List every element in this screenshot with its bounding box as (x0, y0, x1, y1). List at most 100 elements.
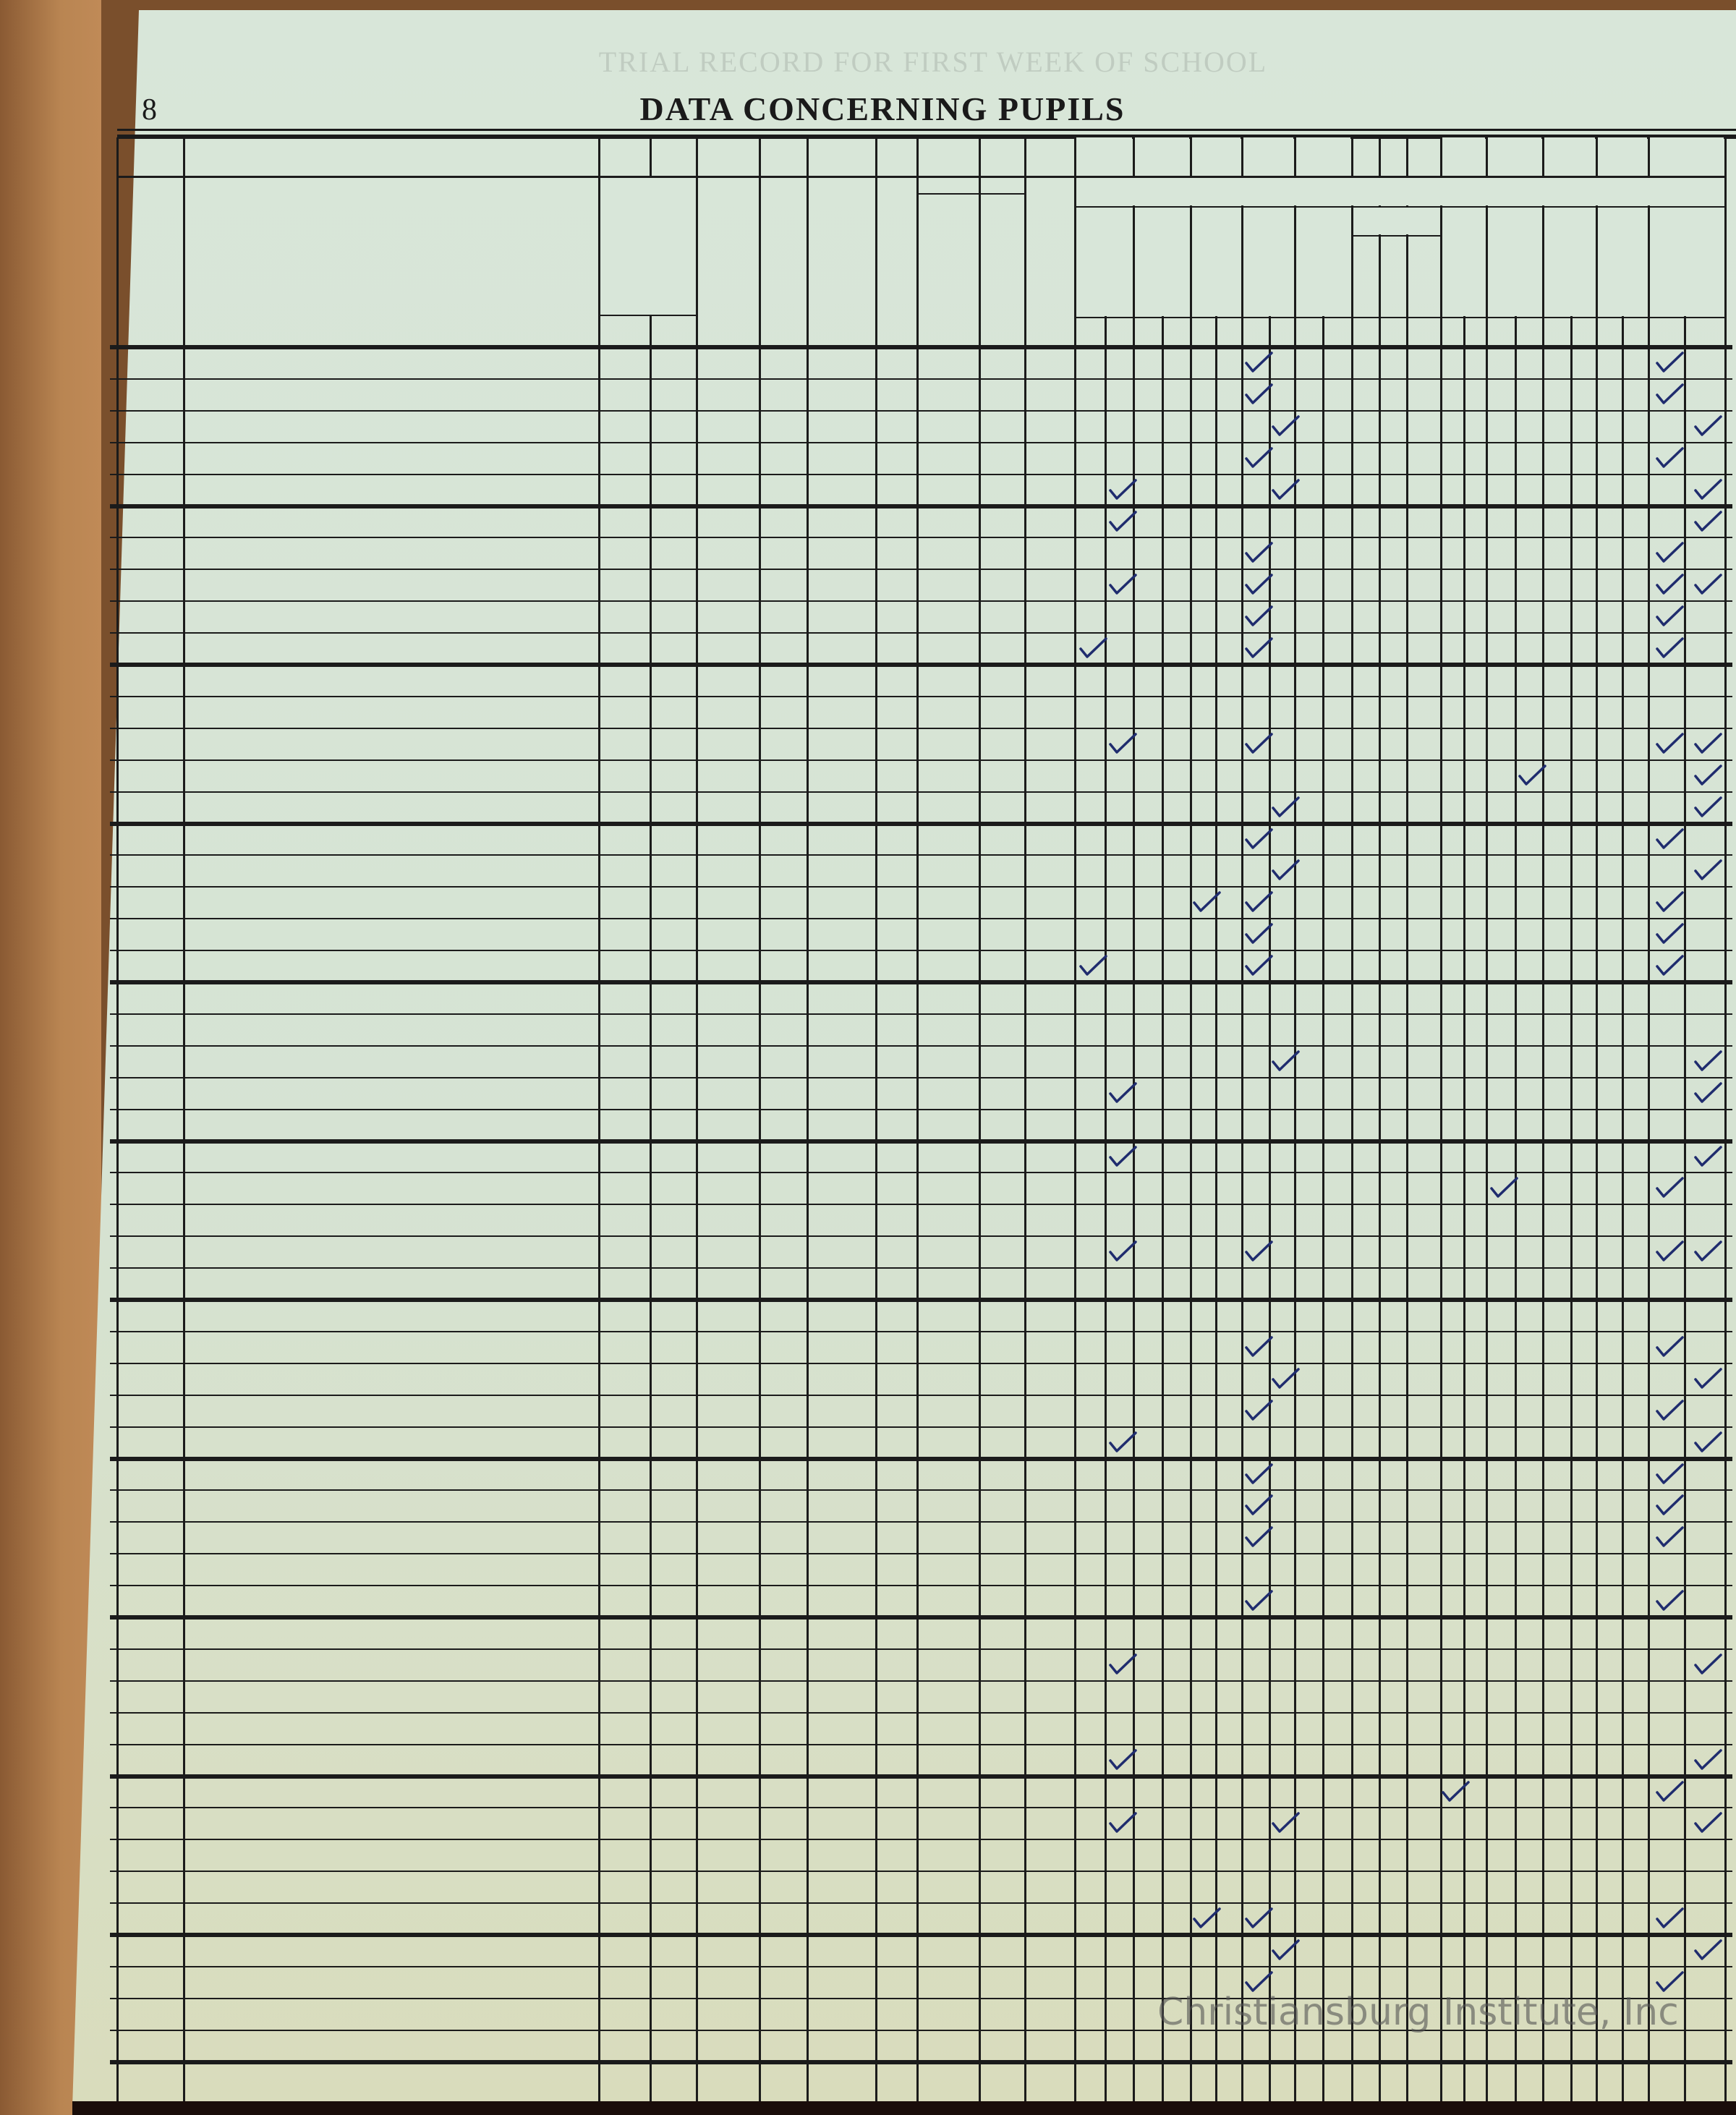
check-mark-icon (1108, 1143, 1137, 1167)
check-mark-icon (1655, 1238, 1684, 1262)
check-mark-icon (1271, 1936, 1300, 1961)
column-number (599, 137, 650, 176)
group-rule (1294, 137, 1296, 176)
check-mark-icon (1518, 762, 1546, 786)
check-mark-icon (1108, 508, 1137, 532)
sub-label (1685, 317, 1725, 347)
group-mask (1650, 137, 1724, 316)
row-rule (110, 1076, 1732, 1078)
ledger-page (72, 10, 1736, 2108)
column-rule (696, 137, 698, 2101)
group-mask (1243, 137, 1293, 316)
check-mark-icon (1655, 1460, 1684, 1485)
retained-label (155, 183, 176, 291)
table-top-rule (117, 135, 1736, 139)
column-number (184, 137, 599, 176)
check-mark-icon (1693, 571, 1722, 595)
check-mark-icon (1271, 1047, 1300, 1072)
check-mark-icon (1244, 1491, 1273, 1516)
column-label-ears (1133, 209, 1191, 312)
column-number (1295, 137, 1352, 176)
column-rule (1241, 137, 1243, 2101)
col3-4-rule (650, 317, 652, 2101)
sub-label (1162, 317, 1191, 347)
mf-rule (599, 315, 697, 316)
row-rule (110, 537, 1732, 539)
row-rule (110, 1585, 1732, 1587)
column-rule (1215, 137, 1217, 2101)
row-rule (110, 1362, 1732, 1364)
non-resident-header (876, 182, 917, 339)
legal-texts-header (1025, 182, 1075, 343)
row-rule (110, 1774, 1732, 1779)
check-mark-icon (1655, 1523, 1684, 1548)
row-rule (110, 1426, 1732, 1428)
row-rule (110, 791, 1732, 793)
check-mark-icon (1655, 571, 1684, 595)
totals-23C (1685, 2065, 1725, 2101)
column-number (1191, 137, 1242, 176)
column-number (1075, 137, 1133, 176)
column-number (876, 137, 917, 176)
row-rule (110, 1044, 1732, 1047)
check-mark-icon (1108, 1079, 1137, 1104)
totals-13D (1191, 2065, 1216, 2101)
column-number (1596, 137, 1648, 176)
column-rule (1622, 137, 1624, 2101)
totals-miles (979, 2065, 1025, 2101)
totals-20C (1515, 2065, 1543, 2101)
check-mark-icon (1655, 539, 1684, 563)
group-rule (1724, 137, 1727, 2101)
check-mark-icon (1244, 1587, 1273, 1612)
check-mark-icon (1108, 1651, 1137, 1675)
column-rule (598, 137, 600, 2101)
check-mark-icon (1271, 412, 1300, 437)
check-mark-icon (1271, 476, 1300, 501)
row-rule (110, 1394, 1732, 1396)
column-rule (1294, 137, 1296, 2101)
check-mark-icon (1693, 730, 1722, 754)
column-rule (1162, 137, 1164, 2101)
totals-grade (760, 2065, 807, 2101)
five-point-rule (1352, 235, 1441, 237)
physical-inspection-label (1075, 176, 1725, 206)
column-rule (979, 137, 981, 2101)
check-mark-icon (1271, 1809, 1300, 1834)
sub-label (1075, 317, 1105, 347)
check-mark-icon (1693, 1047, 1722, 1072)
sub-label (1133, 317, 1162, 347)
check-mark-icon (1489, 1174, 1518, 1199)
row-rule (110, 1807, 1732, 1809)
column-rule (759, 137, 761, 2101)
row-rule (110, 503, 1732, 508)
row-rule (110, 1615, 1732, 1620)
col9a-letter (917, 176, 979, 193)
column-rule (1190, 137, 1192, 2101)
column-rule (1486, 137, 1488, 2101)
check-mark-icon (1244, 1333, 1273, 1358)
totals-11D (1075, 2065, 1105, 2101)
header-bottom-rule (110, 345, 1732, 349)
row-rule (110, 2059, 1732, 2064)
check-mark-icon (1655, 730, 1684, 754)
column-number (760, 137, 807, 176)
column-label-minimum (1352, 238, 1379, 312)
column-label-throat (1191, 209, 1242, 312)
group-rule (1241, 137, 1243, 176)
column-label-crippled (1486, 209, 1543, 312)
check-mark-icon (1655, 634, 1684, 659)
group-rule (1648, 137, 1650, 176)
row-rule (110, 1521, 1732, 1523)
sub-label (1407, 317, 1441, 347)
totals-age (697, 2065, 760, 2101)
row-rule (110, 1965, 1732, 1967)
row-rule (110, 632, 1732, 634)
column-number (1352, 137, 1379, 176)
check-mark-icon (1271, 856, 1300, 881)
row-rule (110, 980, 1732, 984)
group-rule (1486, 137, 1488, 176)
column-number (1242, 137, 1295, 176)
col3-4-rule (650, 137, 652, 176)
totals-14D (1242, 2065, 1269, 2101)
sub-label (1379, 317, 1407, 347)
